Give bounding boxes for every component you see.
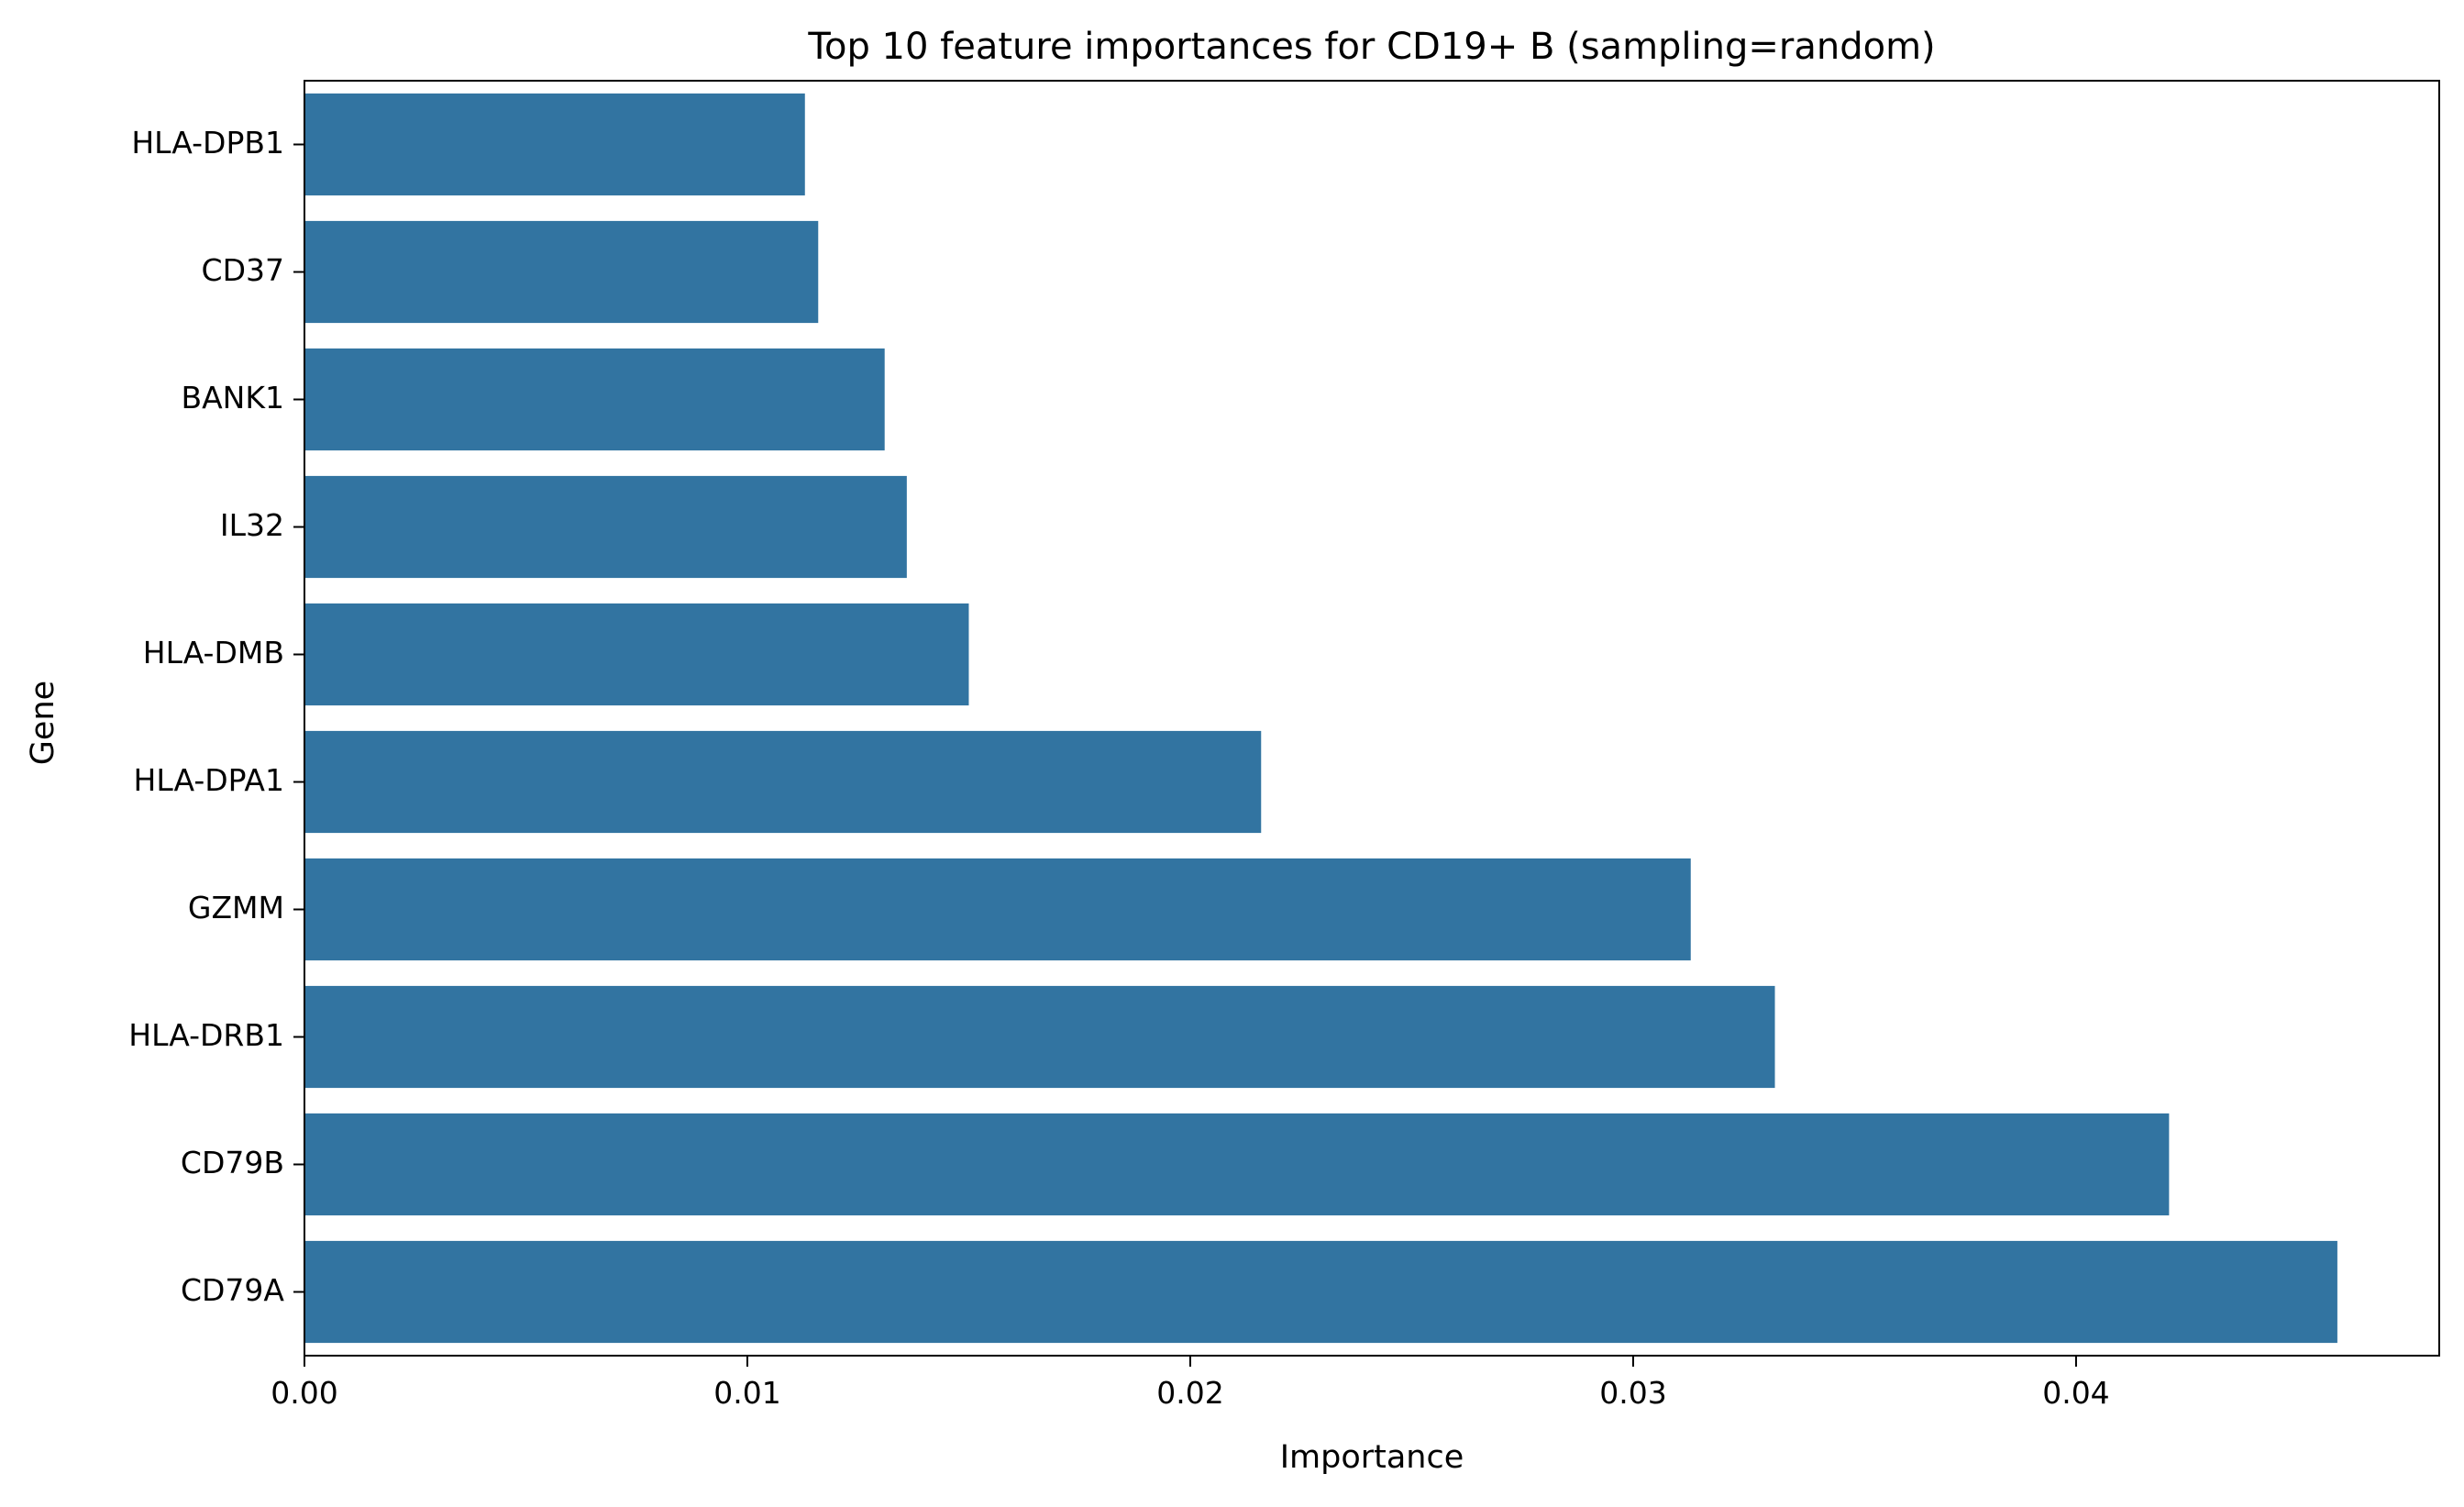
chart-title: Top 10 feature importances for CD19+ B (…	[807, 26, 1935, 68]
plot-frame	[304, 80, 2440, 1357]
x-tick-label-1: 0.01	[713, 1375, 780, 1411]
bar-hla-dmb	[304, 603, 969, 706]
y-tick-label-gzmm: GZMM	[188, 890, 284, 925]
y-tick-label-bank1: BANK1	[181, 380, 284, 416]
y-tick-label-hla-drb1: HLA-DRB1	[128, 1017, 284, 1053]
y-tick-label-cd79a: CD79A	[181, 1272, 284, 1308]
y-tick-label-il32: IL32	[220, 507, 284, 543]
bar-hla-drb1	[304, 985, 1775, 1089]
y-tick-label-hla-dpb1: HLA-DPB1	[131, 125, 284, 161]
bar-bank1	[304, 348, 885, 451]
bar-cd79b	[304, 1113, 2170, 1216]
x-tick-label-0: 0.00	[271, 1375, 337, 1411]
bar-gzmm	[304, 858, 1691, 961]
bars-group	[304, 93, 2337, 1344]
x-tick-label-4: 0.04	[2042, 1375, 2109, 1411]
y-axis-ticks: HLA-DPB1 CD37 BANK1 IL32 HLA-DMB HLA-DPA1 GZMM…	[128, 125, 304, 1308]
y-tick-label-cd79b: CD79B	[181, 1145, 284, 1180]
x-tick-label-2: 0.02	[1156, 1375, 1223, 1411]
y-tick-label-hla-dpa1: HLA-DPA1	[134, 762, 284, 798]
x-axis-ticks: 0.00 0.01 0.02 0.03 0.04	[271, 1356, 2110, 1411]
bar-hla-dpb1	[304, 93, 805, 196]
bar-il32	[304, 475, 907, 579]
y-tick-label-cd37: CD37	[202, 252, 284, 288]
y-axis-label: Gene	[25, 681, 61, 765]
bar-cd79a	[304, 1240, 2337, 1344]
x-tick-label-3: 0.03	[1599, 1375, 1666, 1411]
bar-cd37	[304, 220, 819, 324]
x-axis-label: Importance	[1280, 1439, 1464, 1476]
y-tick-label-hla-dmb: HLA-DMB	[143, 635, 284, 670]
bar-hla-dpa1	[304, 730, 1262, 834]
